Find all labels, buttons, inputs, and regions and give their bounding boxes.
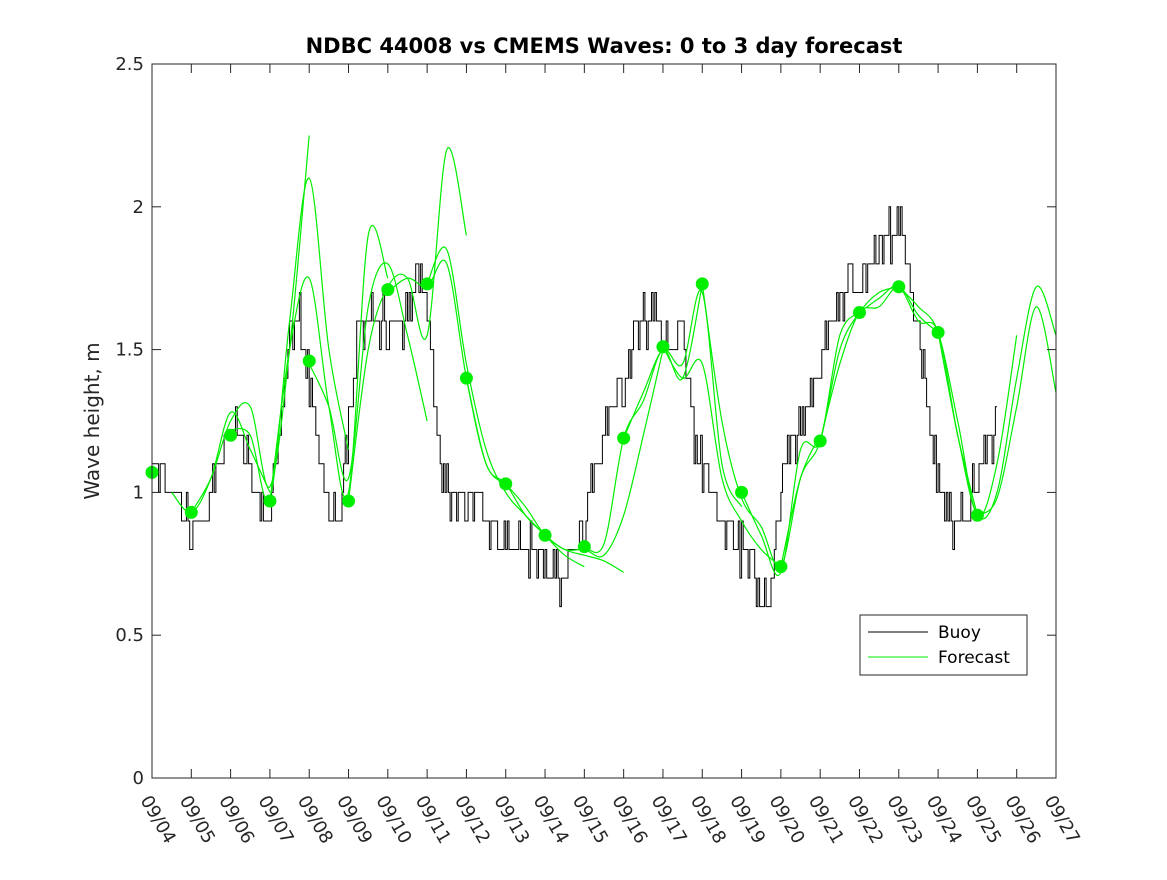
forecast-line	[937, 285, 1057, 520]
legend-label-forecast: Forecast	[938, 648, 1010, 668]
forecast-line	[308, 262, 428, 482]
forecast-point	[538, 528, 552, 542]
legend-label-buoy: Buoy	[938, 623, 981, 643]
forecast-point	[184, 505, 198, 519]
y-tick-label: 0.5	[115, 625, 144, 646]
forecast-point	[420, 277, 434, 291]
forecast-point	[813, 434, 827, 448]
chart-title: NDBC 44008 vs CMEMS Waves: 0 to 3 day fo…	[306, 34, 903, 58]
forecast-line	[741, 312, 860, 576]
y-tick-label: 1.5	[115, 340, 144, 361]
forecast-line	[269, 224, 389, 502]
forecast-point	[499, 477, 513, 491]
forecast-point	[735, 485, 749, 499]
forecast-point	[263, 494, 277, 508]
forecast-line	[898, 286, 1018, 517]
y-tick-label: 1	[133, 482, 144, 503]
forecast-point	[302, 354, 316, 368]
y-tick-label: 2	[133, 197, 144, 218]
y-axis-title: Wave height, m	[80, 342, 104, 499]
forecast-point	[459, 371, 473, 385]
forecast-point	[656, 340, 670, 354]
forecast-line	[780, 286, 899, 567]
forecast-line	[623, 289, 743, 507]
forecast-line	[662, 346, 782, 568]
forecast-point	[617, 431, 631, 445]
axes-box	[151, 63, 1057, 779]
y-tick-label: 0	[133, 768, 144, 789]
forecast-line	[347, 147, 467, 502]
forecast-point	[695, 277, 709, 291]
plot-area	[145, 135, 1057, 608]
forecast-line	[977, 306, 1057, 516]
forecast-line	[230, 177, 350, 502]
forecast-line	[544, 349, 664, 558]
forecast-point	[342, 494, 356, 508]
forecast-line	[819, 286, 939, 442]
y-tick-label: 2.5	[115, 54, 144, 75]
forecast-point	[892, 280, 906, 294]
forecast-point	[931, 325, 945, 339]
forecast-point	[224, 428, 238, 442]
buoy-line	[152, 206, 997, 608]
forecast-point	[970, 508, 984, 522]
forecast-line	[465, 378, 585, 568]
forecast-point	[381, 283, 395, 297]
forecast-point	[577, 540, 591, 554]
legend: Buoy Forecast	[859, 614, 1028, 676]
forecast-point	[852, 305, 866, 319]
forecast-point	[774, 560, 788, 574]
legend-box	[859, 614, 1028, 676]
forecast-line	[190, 135, 310, 513]
